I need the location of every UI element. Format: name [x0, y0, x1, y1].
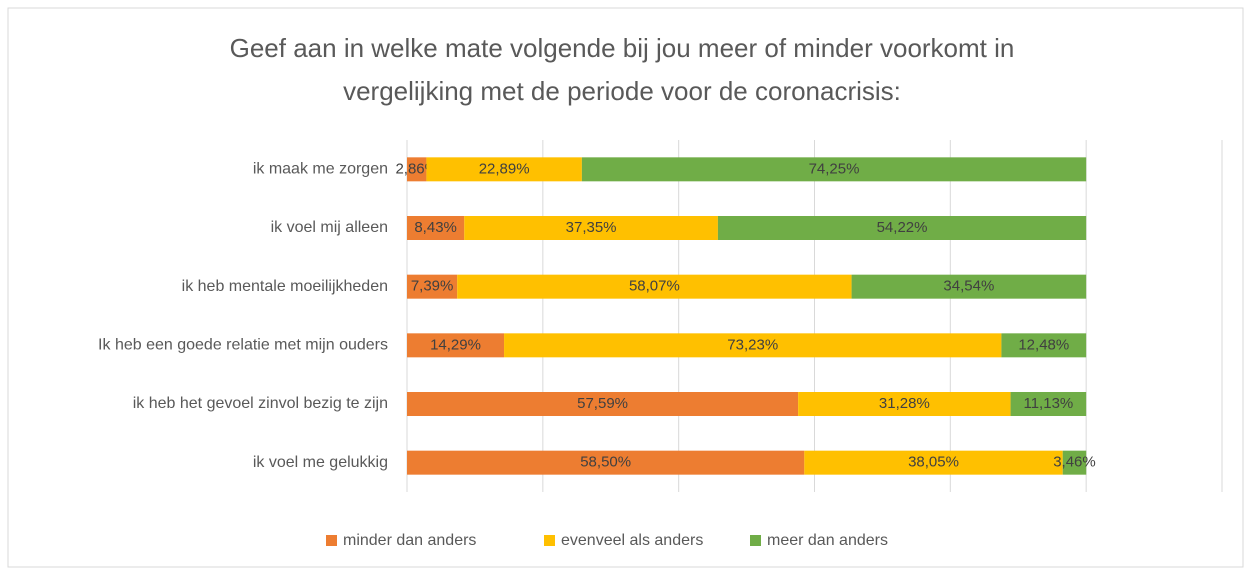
- chart-title: Geef aan in welke mate volgende bij jou …: [230, 33, 1015, 106]
- bar-segment: [1062, 450, 1087, 475]
- bar-segment: [798, 392, 1011, 416]
- bar-segment: [407, 333, 505, 358]
- legend-label: meer dan anders: [767, 532, 888, 549]
- bar-segment: [717, 216, 1087, 240]
- value-label: 38,05%: [908, 454, 959, 471]
- legend-swatch: [326, 535, 337, 546]
- value-label: 7,39%: [411, 278, 454, 295]
- y-tick-label: ik heb mentale moeilijkheden: [182, 278, 388, 295]
- legend-swatch: [750, 535, 761, 546]
- value-label: 8,43%: [414, 219, 457, 236]
- bar-segment: [407, 392, 799, 416]
- bar-segment: [504, 333, 1002, 358]
- y-tick-label: ik maak me zorgen: [253, 161, 388, 178]
- y-tick-label: Ik heb een goede relatie met mijn ouders: [98, 337, 388, 354]
- value-label: 3,46%: [1053, 454, 1096, 471]
- bar-segment: [851, 274, 1087, 299]
- value-label: 73,23%: [727, 336, 778, 353]
- bar-segment: [407, 216, 465, 240]
- value-label: 12,48%: [1018, 336, 1069, 353]
- value-label: 14,29%: [430, 336, 481, 353]
- legend-label: evenveel als anders: [561, 532, 703, 549]
- y-tick-label: ik voel mij alleen: [271, 219, 388, 236]
- value-label: 11,13%: [1023, 395, 1073, 412]
- bar-segment: [464, 216, 718, 240]
- bar-segment: [457, 274, 852, 299]
- value-label: 54,22%: [877, 219, 928, 236]
- bar-segment: [581, 157, 1087, 182]
- y-tick-label: ik heb het gevoel zinvol bezig te zijn: [133, 395, 388, 412]
- value-label: 74,25%: [809, 160, 860, 177]
- value-label: 58,07%: [629, 278, 680, 295]
- bar-segment: [407, 450, 805, 475]
- y-tick-label: ik voel me gelukkig: [253, 454, 388, 471]
- value-label: 58,50%: [580, 454, 631, 471]
- value-label: 34,54%: [943, 278, 994, 295]
- value-label: 37,35%: [566, 219, 617, 236]
- value-label: 57,59%: [577, 395, 628, 412]
- bar-segment: [1001, 333, 1087, 358]
- value-label: 31,28%: [879, 395, 930, 412]
- legend-label: minder dan anders: [343, 532, 476, 549]
- bar-segment: [426, 157, 582, 182]
- legend-swatch: [544, 535, 555, 546]
- value-label: 22,89%: [479, 160, 530, 177]
- bar-segment: [407, 157, 427, 182]
- bar-segment: [1010, 392, 1087, 416]
- bar-segment: [804, 450, 1063, 475]
- bar-segment: [407, 274, 458, 299]
